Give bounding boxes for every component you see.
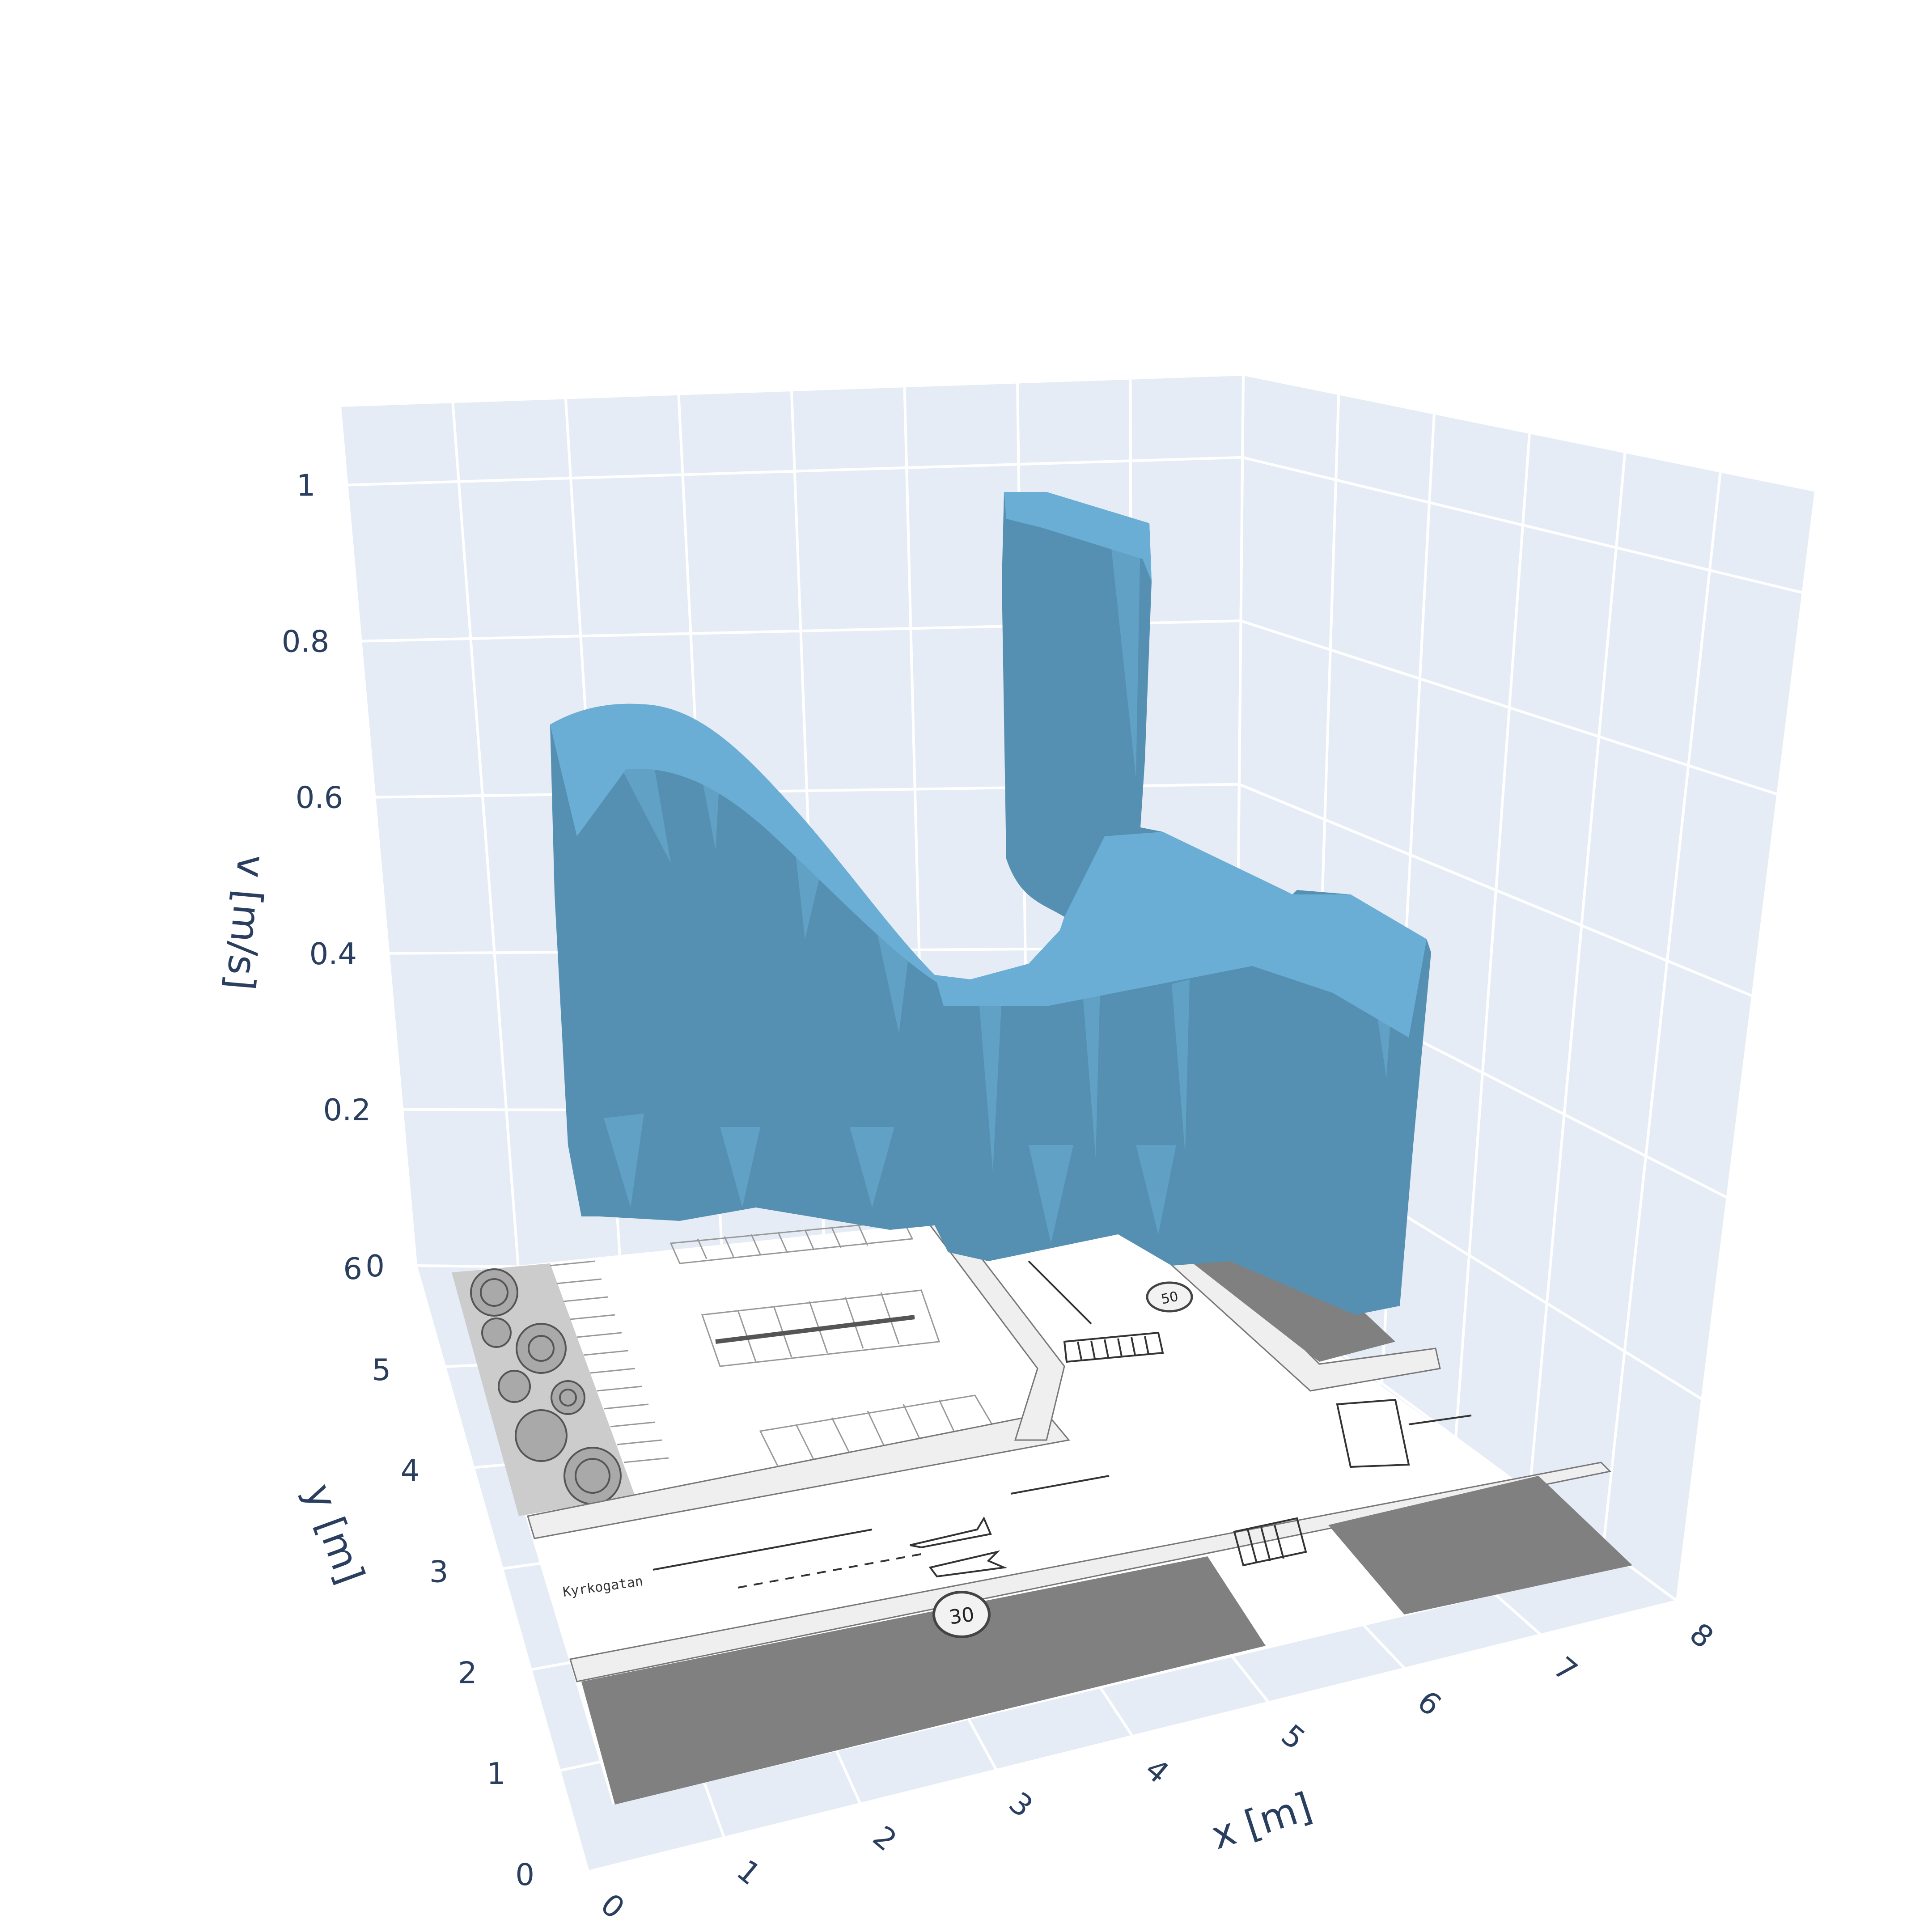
y-axis-ticks: 0 1 2 3 4 5 6 — [343, 1251, 534, 1892]
building-south-west — [581, 1556, 1266, 1805]
z-tick-label: 0.2 — [323, 1093, 371, 1127]
y-tick-label: 5 — [372, 1352, 391, 1387]
sidewalk-north — [527, 1412, 1070, 1539]
building-south-east — [1328, 1476, 1632, 1614]
x-axis-title: x [m] — [1206, 1784, 1318, 1858]
street-map-floor: Kyrkogatan 30 50 — [452, 1202, 1632, 1805]
y-tick-label: 1 — [487, 1756, 506, 1791]
surface-front-left[interactable] — [550, 492, 1431, 1315]
x-gridline-wall — [451, 403, 520, 1267]
y-gridline — [588, 1600, 1678, 1873]
road-markings — [652, 1260, 1472, 1589]
z-axis-ticks: 0 0.2 0.4 0.6 0.8 1 — [282, 468, 385, 1284]
z-tick-label: 1 — [297, 468, 316, 503]
speed-sign-50-label: 50 — [1160, 1288, 1180, 1307]
y-tick-label: 3 — [429, 1555, 449, 1589]
x-tick-label: 2 — [866, 1819, 903, 1858]
sidewalk-south — [569, 1462, 1612, 1682]
speed-sign-30: 30 — [932, 1591, 991, 1638]
x-tick-label: 6 — [1411, 1684, 1448, 1723]
x-tick-label: 1 — [730, 1853, 767, 1892]
speed-sign-50: 50 — [1146, 1281, 1193, 1313]
y-gridline-wall — [1676, 491, 1817, 1602]
y-gridline-wall — [1602, 472, 1722, 1547]
y-tick-label: 0 — [515, 1857, 534, 1892]
speed-sign-30-label: 30 — [948, 1603, 976, 1629]
surface-top-left-ridge[interactable] — [550, 703, 939, 984]
parking-divider — [715, 1315, 915, 1344]
x-tick-label: 7 — [1547, 1650, 1584, 1689]
surface-top-peak[interactable] — [1004, 492, 1152, 581]
z-tick-label: 0.8 — [282, 624, 330, 659]
y-gridline-wall — [1528, 453, 1627, 1492]
x-tick-label: 4 — [1139, 1751, 1176, 1790]
x-tick-label: 8 — [1683, 1616, 1720, 1655]
z-axis-title: v [m/s] — [217, 853, 274, 991]
x-tick-label: 0 — [594, 1887, 631, 1926]
tree-icons — [470, 1268, 622, 1505]
z-tick-label: 0 — [365, 1249, 385, 1284]
y-axis-title: y [m] — [296, 1478, 373, 1589]
x-tick-label: 3 — [1003, 1785, 1040, 1824]
x-tick-label: 5 — [1275, 1718, 1312, 1757]
surface-facets — [604, 528, 1395, 1243]
y-gridline-wall — [1454, 433, 1531, 1438]
velocity-surface[interactable] — [550, 492, 1431, 1315]
surface-top-plateau[interactable] — [935, 832, 1427, 1038]
y-tick-label: 6 — [343, 1251, 362, 1286]
y-tick-label: 4 — [401, 1453, 420, 1488]
pane-edge — [339, 407, 589, 1872]
z-tick-label: 0.6 — [296, 780, 343, 815]
y-tick-label: 2 — [458, 1655, 477, 1690]
z-tick-label: 0.4 — [309, 936, 357, 971]
